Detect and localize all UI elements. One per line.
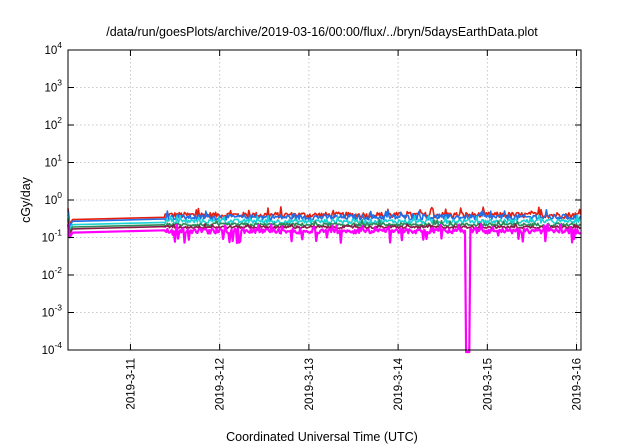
series-line-6 bbox=[66, 223, 582, 354]
y-tick-label: 101 bbox=[44, 153, 62, 170]
grid bbox=[68, 50, 581, 350]
y-tick-label: 104 bbox=[44, 40, 62, 57]
series-line-1 bbox=[67, 206, 582, 226]
x-tick-label: 2019-3-16 bbox=[572, 358, 584, 410]
y-axis-label: cGy/day bbox=[19, 176, 33, 223]
y-tick-label: 103 bbox=[44, 78, 62, 95]
x-tick-label: 2019-3-11 bbox=[125, 358, 137, 410]
y-tick-label: 10-3 bbox=[42, 303, 63, 320]
chart-title: /data/run/goesPlots/archive/2019-03-16/0… bbox=[106, 25, 538, 39]
y-tick-label: 10-2 bbox=[42, 265, 63, 282]
y-ticks: 10-4 10-3 10-2 10-1 100 101 102 103 104 bbox=[42, 40, 581, 357]
x-tick-label: 2019-3-12 bbox=[215, 358, 227, 410]
y-tick-label: 102 bbox=[44, 115, 62, 132]
x-tick-label: 2019-3-15 bbox=[482, 358, 494, 410]
x-tick-label: 2019-3-13 bbox=[304, 358, 316, 410]
x-ticks: 2019-3-11 2019-3-12 2019-3-13 2019-3-14 2019… bbox=[125, 50, 584, 410]
series-line-2 bbox=[67, 209, 582, 227]
y-tick-label: 100 bbox=[44, 190, 62, 207]
y-tick-label: 10-4 bbox=[42, 340, 63, 357]
x-axis-label: Coordinated Universal Time (UTC) bbox=[226, 430, 418, 444]
x-tick-label: 2019-3-14 bbox=[393, 357, 405, 410]
series-group bbox=[66, 206, 582, 354]
series-line-5 bbox=[67, 220, 582, 235]
series-line-3 bbox=[67, 214, 581, 231]
y-tick-label: 10-1 bbox=[42, 228, 63, 245]
